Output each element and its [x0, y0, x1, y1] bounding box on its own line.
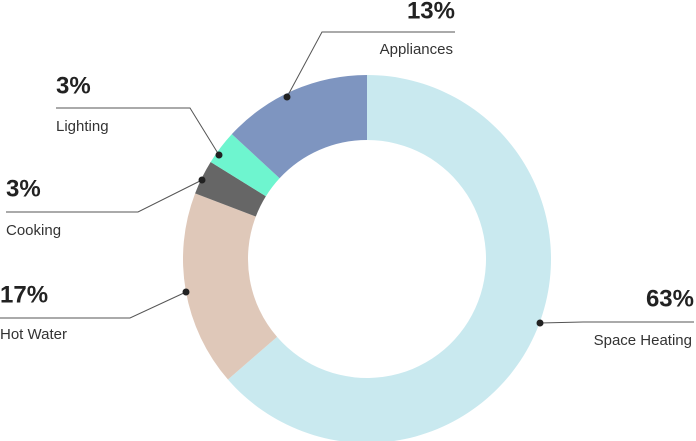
value-label: 63%	[646, 285, 694, 312]
category-label: Space Heating	[594, 332, 692, 349]
donut-slice	[210, 134, 280, 197]
donut-slice	[231, 75, 367, 179]
value-label: 13%	[407, 0, 455, 24]
leader-dot	[283, 93, 291, 101]
category-label: Lighting	[56, 118, 109, 135]
leader-dot	[215, 151, 223, 159]
leader-dot	[198, 176, 206, 184]
donut-slice	[182, 193, 278, 380]
leader-dot	[536, 319, 544, 327]
leader-dot	[182, 288, 190, 296]
leader-line	[6, 179, 203, 213]
leader-line	[539, 321, 694, 324]
category-label: Cooking	[6, 222, 61, 239]
value-label: 3%	[6, 175, 41, 202]
leader-line	[286, 31, 455, 98]
category-label: Hot Water	[0, 326, 67, 343]
value-label: 17%	[0, 281, 48, 308]
leader-line	[56, 107, 220, 156]
category-label: Appliances	[380, 41, 453, 58]
donut-slice	[195, 161, 266, 217]
donut-slice	[227, 75, 551, 441]
value-label: 3%	[56, 72, 91, 99]
leader-line	[0, 291, 187, 319]
